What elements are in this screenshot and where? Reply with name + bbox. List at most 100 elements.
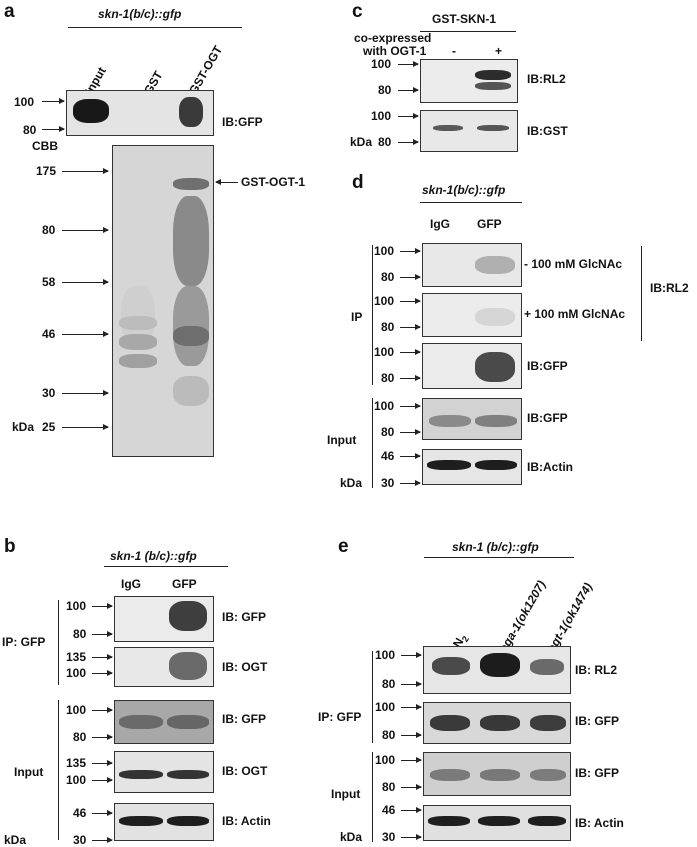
panel-b-b1-m2: 80 bbox=[73, 627, 87, 641]
panel-d-input-label: Input bbox=[327, 433, 357, 447]
marker-arrow bbox=[42, 98, 65, 104]
panel-e-ip-bracket bbox=[372, 651, 373, 743]
panel-d-b4-m1: 100 bbox=[374, 399, 395, 413]
panel-d-rl2-blot-minus bbox=[422, 243, 522, 287]
panel-b-b2-m1: 135 bbox=[66, 650, 87, 664]
panel-e-b2-m1: 100 bbox=[375, 700, 396, 714]
panel-c-row-label-2: with OGT-1 bbox=[363, 44, 427, 58]
marker-arrow bbox=[62, 168, 109, 174]
panel-e-kda: kDa bbox=[340, 830, 363, 844]
panel-a-gfp-blot bbox=[66, 90, 214, 136]
marker-arrow bbox=[62, 331, 109, 337]
panel-b-lane-igg: IgG bbox=[121, 577, 141, 591]
panel-c-header: GST-SKN-1 bbox=[432, 12, 497, 26]
panel-b-ip-label: IP: GFP bbox=[2, 635, 46, 649]
panel-b-letter: b bbox=[4, 536, 16, 557]
gst-ogt-arrow bbox=[215, 179, 238, 185]
panel-a-gel-marker-25: 25 bbox=[42, 420, 56, 434]
panel-e-b4-m1: 46 bbox=[382, 803, 396, 817]
panel-a-band-annotation: GST-OGT-1 bbox=[241, 175, 306, 189]
marker-arrow bbox=[62, 390, 109, 396]
panel-b-b5-m2: 30 bbox=[73, 833, 87, 847]
panel-d-ip-bracket bbox=[372, 245, 373, 385]
marker-arrow bbox=[401, 681, 422, 687]
panel-d-rl2-bracket bbox=[641, 246, 642, 341]
panel-d-header: skn-1(b/c)::gfp bbox=[422, 183, 506, 197]
marker-arrow bbox=[398, 87, 419, 93]
panel-a-gel-marker-30: 30 bbox=[42, 386, 56, 400]
panel-d-b2-m2: 80 bbox=[381, 320, 395, 334]
panel-b-kda: kDa bbox=[4, 833, 27, 847]
panel-a-gel-marker-175: 175 bbox=[36, 164, 57, 178]
panel-d-input-bracket bbox=[372, 398, 373, 488]
marker-arrow bbox=[400, 403, 421, 409]
panel-a-gel-marker-46: 46 bbox=[42, 327, 56, 341]
marker-arrow bbox=[401, 784, 422, 790]
panel-e-gfp-ip-blot bbox=[423, 702, 571, 744]
panel-e-input-label: Input bbox=[331, 787, 361, 801]
panel-b-b1-m1: 100 bbox=[66, 599, 87, 613]
panel-c-b2-m1: 100 bbox=[371, 109, 392, 123]
marker-arrow bbox=[400, 453, 421, 459]
marker-arrow bbox=[62, 424, 109, 430]
panel-a-header: skn-1(b/c)::gfp bbox=[98, 7, 182, 21]
panel-b-ogt-input-blot bbox=[114, 751, 214, 793]
panel-c-b2-m2: 80 bbox=[378, 135, 392, 149]
panel-a-blot-label: IB:GFP bbox=[222, 115, 263, 129]
marker-arrow bbox=[62, 279, 109, 285]
panel-c-letter: c bbox=[352, 1, 363, 22]
panel-d-b2-label: + 100 mM GlcNAc bbox=[524, 307, 626, 321]
marker-arrow bbox=[92, 760, 113, 766]
panel-e-letter: e bbox=[338, 536, 349, 557]
marker-arrow bbox=[400, 429, 421, 435]
marker-arrow bbox=[398, 139, 419, 145]
panel-e-lane-oga: oga-1(ok1207) bbox=[496, 578, 549, 655]
marker-arrow bbox=[401, 807, 422, 813]
panel-a-header-line bbox=[68, 27, 242, 28]
panel-c-row-label-1: co-expressed bbox=[354, 31, 432, 45]
panel-a-lane-gst-ogt: GST-OGT bbox=[186, 43, 226, 97]
panel-e-b4-label: IB: Actin bbox=[575, 816, 624, 830]
panel-b-b5-m1: 46 bbox=[73, 806, 87, 820]
panel-e-b1-label: IB: RL2 bbox=[575, 663, 617, 677]
panel-e-header-line bbox=[424, 557, 574, 558]
panel-b-b4-m1: 135 bbox=[66, 756, 87, 770]
panel-d-lane-igg: IgG bbox=[430, 217, 450, 231]
panel-e-b1-m2: 80 bbox=[382, 677, 396, 691]
panel-d-b5-m2: 30 bbox=[381, 476, 395, 490]
panel-d-ip-label: IP bbox=[351, 310, 363, 324]
marker-arrow bbox=[92, 810, 113, 816]
panel-b-b4-label: IB: OGT bbox=[222, 764, 268, 778]
panel-d-rl2-label: IB:RL2 bbox=[650, 281, 689, 295]
panel-b-input-label: Input bbox=[14, 765, 44, 779]
panel-b-header-line bbox=[104, 566, 228, 567]
marker-arrow bbox=[92, 837, 113, 843]
panel-c-b1-label: IB:RL2 bbox=[527, 72, 566, 86]
panel-d-b5-m1: 46 bbox=[381, 449, 395, 463]
marker-arrow bbox=[401, 652, 422, 658]
panel-a-gel-marker-80: 80 bbox=[42, 223, 56, 237]
panel-b-b1-label: IB: GFP bbox=[222, 610, 266, 624]
panel-e-header: skn-1 (b/c)::gfp bbox=[452, 540, 539, 554]
marker-arrow bbox=[400, 248, 421, 254]
panel-d-b4-m2: 80 bbox=[381, 425, 395, 439]
panel-e-rl2-blot bbox=[423, 646, 571, 694]
panel-e-b2-label: IB: GFP bbox=[575, 714, 619, 728]
panel-d-b1-label: - 100 mM GlcNAc bbox=[524, 257, 623, 271]
panel-e-b1-m1: 100 bbox=[375, 648, 396, 662]
panel-e-b3-m1: 100 bbox=[375, 753, 396, 767]
panel-b-b4-m2: 100 bbox=[66, 773, 87, 787]
panel-b-b3-m2: 80 bbox=[73, 730, 87, 744]
marker-arrow bbox=[92, 777, 113, 783]
panel-e-actin-blot bbox=[423, 805, 571, 841]
panel-b-input-bracket bbox=[58, 700, 59, 840]
panel-c-kda: kDa bbox=[350, 135, 373, 149]
marker-arrow bbox=[62, 227, 109, 233]
panel-c-gst-blot bbox=[420, 110, 518, 152]
panel-a-cbb-gel bbox=[112, 145, 214, 457]
panel-a-cbb-label: CBB bbox=[32, 139, 58, 153]
panel-b-ip-bracket bbox=[58, 600, 59, 685]
marker-arrow bbox=[92, 734, 113, 740]
panel-d-header-line bbox=[420, 202, 522, 203]
marker-arrow bbox=[92, 670, 113, 676]
